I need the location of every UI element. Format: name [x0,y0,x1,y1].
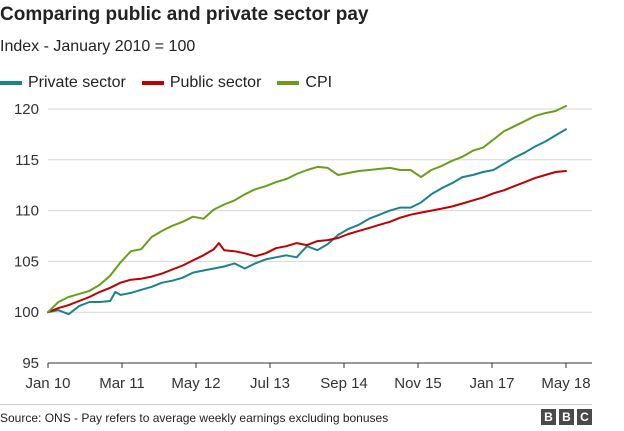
grid-lines [48,108,592,313]
x-tick-label: May 12 [171,375,220,392]
legend-item-private: Private sector [0,74,126,92]
series-lines [47,105,567,316]
bbc-logo: B B C [538,409,592,425]
x-tick-label: May 18 [541,375,590,392]
x-tick-label: Sep 14 [320,375,368,392]
y-axis-labels: 95 100 105 110 115 120 [14,101,39,372]
x-tick-label: Jan 17 [469,375,514,392]
legend-item-cpi: CPI [277,74,332,92]
private-sector-line [47,128,567,316]
legend-label-cpi: CPI [305,74,333,91]
x-tick-label: Jul 13 [250,375,290,392]
y-tick-label: 110 [15,203,39,220]
bbc-logo-block: B [541,409,556,425]
x-tick-label: Mar 11 [99,375,145,392]
x-tick-label: Jan 10 [25,375,70,392]
y-tick-label: 120 [14,101,39,118]
bbc-logo-block: C [577,409,592,425]
legend-swatch-private [0,81,22,85]
cpi-line [47,105,567,314]
legend: Private sector Public sector CPI [0,72,348,94]
legend-label-public: Public sector [169,74,262,91]
legend-swatch-cpi [277,81,300,85]
footer-divider [0,404,592,405]
x-tick-label: Nov 15 [394,375,442,392]
source-note: Source: ONS - Pay refers to average week… [0,411,389,425]
line-chart: 95 100 105 110 115 120 Jan 10 Mar 11 May 12 Jul … [14,101,592,392]
bbc-logo-block: B [559,409,574,425]
legend-label-private: Private sector [28,74,126,91]
y-tick-label: 100 [14,304,39,321]
y-tick-label: 115 [15,152,39,169]
chart-title: Comparing public and private sector pay [0,4,369,25]
y-tick-label: 105 [14,253,39,270]
public-sector-line [47,170,567,314]
x-axis: Jan 10 Mar 11 May 12 Jul 13 Sep 14 Nov 15 Jan … [25,362,592,392]
y-tick-label: 95 [22,355,39,372]
legend-swatch-public [141,81,164,85]
chart-subtitle: Index - January 2010 = 100 [0,38,196,55]
legend-item-public: Public sector [141,74,262,92]
